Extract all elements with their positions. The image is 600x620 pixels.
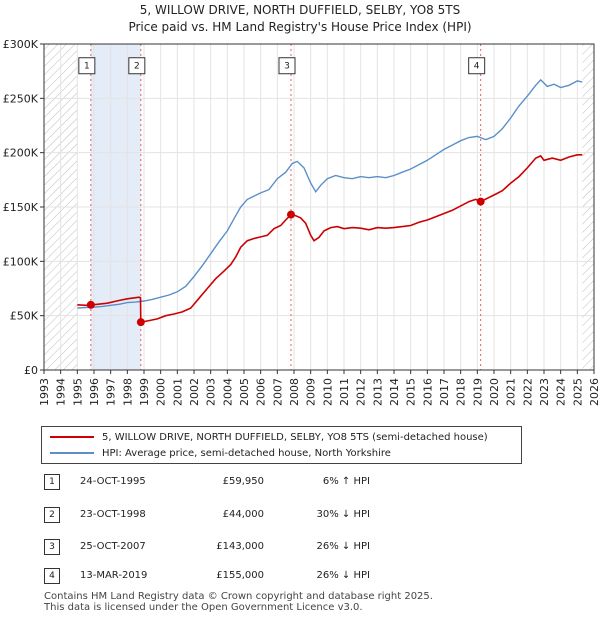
x-tick-label: 2026 [588, 378, 600, 406]
legend-item-hpi: HPI: Average price, semi-detached house,… [50, 446, 391, 460]
price-chart: 5, WILLOW DRIVE, NORTH DUFFIELD, SELBY, … [3, 3, 600, 406]
table-row: 2 23-OCT-1998 £44,000 30% ↓ HPI [44, 507, 564, 523]
x-tick-label: 2009 [305, 378, 318, 406]
x-tick-label: 1996 [88, 378, 101, 406]
table-row: 4 13-MAR-2019 £155,000 26% ↓ HPI [44, 568, 564, 584]
transaction-date: 13-MAR-2019 [80, 570, 148, 581]
y-tick-label: £150K [3, 201, 39, 214]
transaction-date: 24-OCT-1995 [80, 476, 146, 487]
sale-label-text: 3 [284, 62, 290, 72]
sale-label-box: 2 [128, 57, 146, 75]
transaction-hpi: 26% ↓ HPI [316, 570, 370, 581]
x-tick-label: 2001 [171, 378, 184, 406]
x-tick-label: 2020 [488, 378, 501, 406]
series-line-property [77, 154, 583, 324]
x-tick-label: 1995 [71, 378, 84, 406]
x-tick-label: 2023 [538, 378, 551, 406]
x-tick-label: 2011 [338, 378, 351, 406]
sale-point [86, 300, 95, 309]
sale-label-frame [128, 57, 146, 75]
transaction-hpi: 26% ↓ HPI [316, 541, 370, 552]
transaction-price: £143,000 [216, 541, 264, 552]
legend: 5, WILLOW DRIVE, NORTH DUFFIELD, SELBY, … [41, 426, 522, 464]
x-tick-label: 1993 [38, 378, 51, 406]
footer-licence: This data is licensed under the Open Gov… [44, 602, 363, 613]
x-tick-label: 1997 [105, 378, 118, 406]
sale-label-frame [78, 57, 96, 75]
x-tick-label: 2006 [255, 378, 268, 406]
y-tick-label: £300K [3, 38, 39, 51]
x-tick-label: 2025 [571, 378, 584, 406]
x-tick-label: 2013 [371, 378, 384, 406]
transaction-hpi: 30% ↓ HPI [316, 509, 370, 520]
plot-border [43, 43, 595, 371]
x-tick-label: 2007 [271, 378, 284, 406]
legend-swatch-hpi [50, 452, 94, 454]
y-tick-label: £100K [3, 255, 39, 268]
sale-label-text: 2 [134, 62, 140, 72]
x-tick-label: 2016 [421, 378, 434, 406]
x-tick-label: 2004 [221, 378, 234, 406]
legend-swatch-property [50, 436, 94, 438]
sale-label-frame [468, 57, 486, 75]
chart-subtitle: Price paid vs. HM Land Registry's House … [128, 20, 471, 34]
x-tick-label: 2015 [405, 378, 418, 406]
transaction-date: 23-OCT-1998 [80, 509, 146, 520]
sale-label-frame [278, 57, 296, 75]
x-tick-label: 2024 [555, 378, 568, 406]
x-tick-label: 2000 [155, 378, 168, 406]
x-tick-label: 2005 [238, 378, 251, 406]
x-tick-label: 2014 [388, 378, 401, 406]
legend-item-property: 5, WILLOW DRIVE, NORTH DUFFIELD, SELBY, … [50, 430, 488, 444]
y-tick-label: £200K [3, 147, 39, 160]
x-tick-label: 2018 [455, 378, 468, 406]
footer-copyright: Contains HM Land Registry data © Crown c… [44, 591, 433, 602]
transaction-number: 4 [44, 568, 60, 584]
transaction-number: 2 [44, 507, 60, 523]
transaction-number: 1 [44, 474, 60, 490]
sale-label-text: 4 [474, 62, 480, 72]
x-tick-label: 2019 [471, 378, 484, 406]
x-tick-label: 2021 [505, 378, 518, 406]
x-tick-label: 2008 [288, 378, 301, 406]
transaction-price: £59,950 [222, 476, 264, 487]
transaction-number: 3 [44, 539, 60, 555]
x-tick-label: 2002 [188, 378, 201, 406]
transaction-price: £44,000 [222, 509, 264, 520]
x-tick-label: 2017 [438, 378, 451, 406]
legend-label-property: 5, WILLOW DRIVE, NORTH DUFFIELD, SELBY, … [102, 431, 488, 443]
y-tick-label: £0 [24, 364, 38, 377]
x-tick-label: 1994 [55, 378, 68, 406]
transaction-price: £155,000 [216, 570, 264, 581]
sale-label-box: 3 [278, 57, 296, 75]
sale-point [136, 318, 145, 327]
transaction-date: 25-OCT-2007 [80, 541, 146, 552]
sale-point [476, 197, 485, 206]
y-tick-label: £50K [10, 310, 39, 323]
transaction-hpi: 6% ↑ HPI [322, 476, 370, 487]
x-tick-label: 2010 [321, 378, 334, 406]
series-line-hpi [77, 78, 583, 309]
x-tick-label: 1999 [138, 378, 151, 406]
y-tick-label: £250K [3, 92, 39, 105]
table-row: 1 24-OCT-1995 £59,950 6% ↑ HPI [44, 474, 564, 490]
footer: Contains HM Land Registry data © Crown c… [44, 591, 433, 613]
table-row: 3 25-OCT-2007 £143,000 26% ↓ HPI [44, 539, 564, 555]
sale-label-box: 1 [78, 57, 96, 75]
x-tick-label: 2003 [205, 378, 218, 406]
sale-label-text: 1 [84, 62, 90, 72]
x-tick-label: 2012 [355, 378, 368, 406]
chart-title: 5, WILLOW DRIVE, NORTH DUFFIELD, SELBY, … [140, 3, 460, 17]
sale-label-box: 4 [468, 57, 486, 75]
sale-point [287, 210, 295, 219]
legend-label-hpi: HPI: Average price, semi-detached house,… [102, 447, 391, 459]
x-tick-label: 1998 [121, 378, 134, 406]
x-tick-label: 2022 [521, 378, 534, 406]
